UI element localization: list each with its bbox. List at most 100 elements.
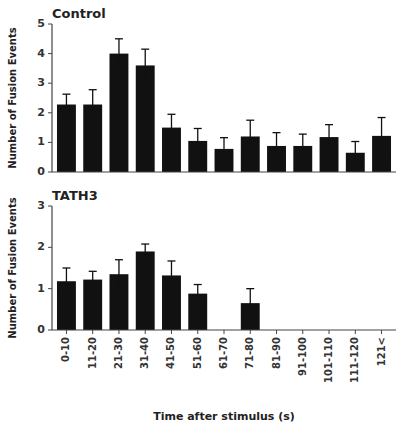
error-stem	[250, 120, 251, 153]
error-cap	[141, 243, 149, 244]
error-bar	[220, 138, 228, 160]
error-cap	[220, 160, 228, 161]
x-tick	[276, 330, 277, 334]
x-tick-label: 41-50	[165, 337, 176, 369]
error-bar	[299, 134, 307, 158]
error-cap	[378, 117, 386, 118]
error-bar	[115, 260, 123, 289]
error-cap	[299, 157, 307, 158]
chart: Control012345Number of Fusion EventsTATH…	[0, 0, 405, 428]
y-tick-label: 0	[37, 165, 45, 178]
error-bar	[167, 114, 175, 141]
error-cap	[246, 152, 254, 153]
x-tick-label: 51-60	[192, 337, 203, 369]
x-tick	[355, 330, 356, 334]
y-axis-label: Number of Fusion Events	[7, 27, 18, 168]
error-bar	[167, 261, 175, 290]
error-cap	[89, 271, 97, 272]
x-tick-label: 111-120	[349, 337, 360, 383]
error-stem	[381, 118, 382, 155]
y-axis	[51, 206, 52, 330]
error-stem	[92, 90, 93, 120]
x-tick	[145, 330, 146, 334]
x-tick	[224, 330, 225, 334]
error-bar	[89, 271, 97, 288]
error-stem	[223, 138, 224, 160]
error-cap	[325, 124, 333, 125]
error-cap	[89, 287, 97, 288]
error-cap	[62, 114, 70, 115]
x-axis-label: Time after stimulus (s)	[153, 410, 295, 423]
error-cap	[62, 294, 70, 295]
error-cap	[246, 120, 254, 121]
error-bar	[141, 244, 149, 259]
bar	[57, 105, 76, 172]
error-cap	[167, 260, 175, 261]
x-tick	[66, 330, 67, 334]
error-cap	[62, 94, 70, 95]
error-stem	[276, 133, 277, 160]
bar	[136, 251, 155, 330]
error-cap	[220, 137, 228, 138]
error-bar	[89, 90, 97, 120]
error-cap	[115, 288, 123, 289]
x-tick-label: 61-70	[218, 337, 229, 369]
y-tick-label: 1	[37, 282, 45, 295]
error-cap	[246, 317, 254, 318]
error-bar	[115, 39, 123, 69]
y-tick-label: 1	[37, 135, 45, 148]
x-tick-label: 0-10	[60, 337, 71, 362]
error-cap	[141, 81, 149, 82]
x-tick	[197, 330, 198, 334]
error-bar	[141, 49, 149, 82]
x-tick	[92, 330, 93, 334]
x-axis	[52, 171, 396, 172]
x-tick	[329, 330, 330, 334]
error-stem	[302, 134, 303, 158]
error-bar	[351, 142, 359, 164]
error-cap	[273, 132, 281, 133]
error-cap	[325, 149, 333, 150]
x-tick	[118, 330, 119, 334]
error-bar	[62, 268, 70, 294]
error-cap	[273, 159, 281, 160]
error-stem	[328, 125, 329, 150]
x-tick-label: 21-30	[113, 337, 124, 369]
error-stem	[118, 39, 119, 69]
y-tick-label: 4	[37, 47, 45, 60]
error-cap	[351, 163, 359, 164]
error-cap	[299, 133, 307, 134]
error-cap	[378, 154, 386, 155]
error-cap	[167, 114, 175, 115]
x-tick-label: 11-20	[87, 337, 98, 369]
error-stem	[250, 289, 251, 318]
panel: Control012345Number of Fusion Events	[7, 6, 396, 178]
error-cap	[351, 141, 359, 142]
y-axis-label: Number of Fusion Events	[7, 197, 18, 338]
bar	[110, 54, 129, 172]
title: TATH3	[52, 188, 98, 203]
error-bar	[325, 125, 333, 150]
error-bar	[194, 285, 202, 303]
error-bar	[194, 128, 202, 153]
error-stem	[92, 271, 93, 288]
error-cap	[115, 259, 123, 260]
error-stem	[145, 244, 146, 259]
y-tick-label: 2	[37, 240, 45, 253]
error-cap	[194, 284, 202, 285]
error-cap	[62, 267, 70, 268]
x-tick-label: 121<	[376, 337, 387, 366]
error-cap	[167, 140, 175, 141]
error-cap	[115, 38, 123, 39]
x-tick-label: 31-40	[139, 337, 150, 369]
error-stem	[66, 94, 67, 115]
error-cap	[194, 302, 202, 303]
error-bar	[378, 118, 386, 155]
error-bar	[273, 133, 281, 160]
error-stem	[171, 114, 172, 141]
error-cap	[167, 289, 175, 290]
error-cap	[194, 128, 202, 129]
error-stem	[171, 261, 172, 290]
error-stem	[118, 260, 119, 289]
y-tick-label: 5	[37, 17, 45, 30]
